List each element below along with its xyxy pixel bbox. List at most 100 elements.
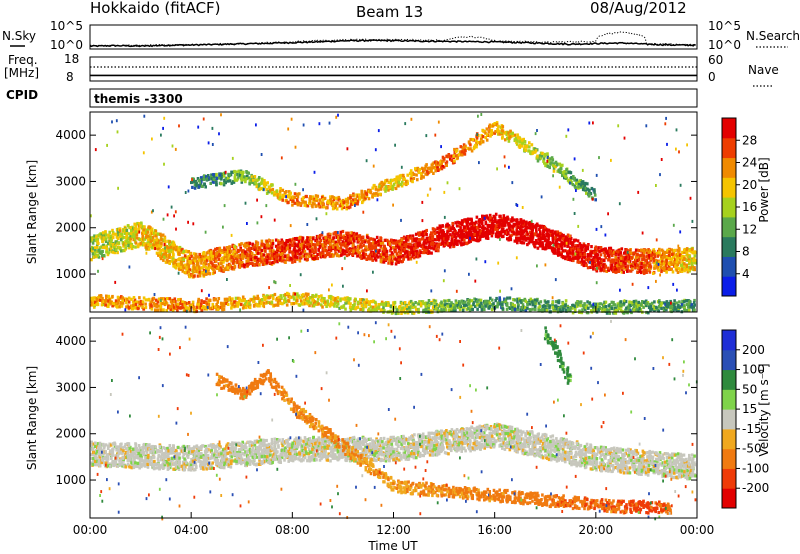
noise-left-tick-bottom: 10^0 [50,38,83,52]
heatmap-cell [175,266,178,269]
heatmap-cell [299,203,302,206]
heatmap-cell [645,271,648,274]
heatmap-cell [117,302,120,305]
heatmap-cell [218,177,221,180]
heatmap-cell [607,267,610,270]
heatmap-cell [261,257,264,260]
heatmap-cell [114,233,117,236]
heatmap-cell [488,125,491,128]
heatmap-cell [437,249,440,252]
heatmap-cell [94,246,97,249]
heatmap-cell [410,248,413,251]
heatmap-cell [504,220,507,223]
heatmap-cell [177,298,180,301]
heatmap-cell [456,243,459,246]
heatmap-cell [376,254,379,257]
heatmap-cell [241,179,244,182]
heatmap-cell [94,251,97,254]
heatmap-cell [590,255,593,258]
heatmap-cell [99,236,102,239]
heatmap-cell [357,251,360,254]
heatmap-cell [218,174,221,177]
heatmap-cell [343,201,346,204]
heatmap-cell [352,244,355,247]
heatmap-cell [547,165,550,168]
heatmap-cell [391,262,394,265]
heatmap-cell [400,183,403,186]
heatmap-cell [344,249,347,252]
heatmap-cell [681,255,684,258]
heatmap-cell [368,256,371,259]
heatmap-cell [418,242,421,245]
heatmap-cell [486,139,489,142]
heatmap-cell [521,138,524,141]
heatmap-cell [317,195,320,198]
heatmap-cell [347,242,350,245]
heatmap-cell [244,180,247,183]
heatmap-cell [332,246,335,249]
heatmap-cell [342,204,345,207]
heatmap-cell [246,264,249,267]
heatmap-cell [578,261,581,264]
heatmap-cell [187,270,190,273]
heatmap-cell [424,168,427,171]
heatmap-cell [369,191,372,194]
heatmap-cell [539,241,542,244]
heatmap-cell [593,188,596,191]
heatmap-cell [246,171,249,174]
heatmap-cell [208,299,211,302]
heatmap-cell [221,257,224,260]
heatmap-cell [600,268,603,271]
noise-left-tick-top: 10^5 [50,19,83,33]
heatmap-cell [458,221,461,224]
heatmap-cell [194,260,197,263]
heatmap-cell [631,267,634,270]
heatmap-cell [293,196,296,199]
heatmap-cell [332,196,335,199]
heatmap-cell [489,216,492,219]
heatmap-cell [565,168,568,171]
heatmap-cell [551,230,554,233]
heatmap-cell [108,231,111,234]
heatmap-cell [294,255,297,258]
heatmap-cell [323,205,326,208]
heatmap-cell [288,196,291,199]
heatmap-cell [238,297,241,300]
heatmap-cell [562,255,565,258]
heatmap-cell [645,249,648,252]
heatmap-cell [461,238,464,241]
heatmap-cell [451,238,454,241]
heatmap-cell [218,250,221,253]
heatmap-cell [620,251,623,254]
heatmap-cell [575,257,578,260]
heatmap-cell [495,213,498,216]
heatmap-cell [386,250,389,253]
heatmap-cell [620,257,623,260]
heatmap-cell [570,171,573,174]
heatmap-cell [461,150,464,153]
heatmap-cell [152,236,155,239]
heatmap-cell [572,252,575,255]
heatmap-cell [463,238,466,241]
heatmap-cell [295,244,298,247]
heatmap-cell [150,305,153,308]
heatmap-cell [432,172,435,175]
heatmap-cell [482,140,485,143]
heatmap-cell [452,155,455,158]
heatmap-cell [172,253,175,256]
heatmap-cell [594,194,597,197]
heatmap-cell [130,244,133,247]
noise-right-tick-bottom: 10^0 [708,38,741,52]
heatmap-cell [272,188,275,191]
heatmap-cell [160,238,163,241]
heatmap-cell [180,261,183,264]
heatmap-cell [363,193,366,196]
heatmap-cell [132,304,135,307]
heatmap-cell [521,233,524,236]
heatmap-cell [296,252,299,255]
heatmap-cell [456,224,459,227]
noise-series-0 [90,40,696,47]
heatmap-cell [276,189,279,192]
heatmap-cell [193,275,196,278]
heatmap-cell [627,264,630,267]
